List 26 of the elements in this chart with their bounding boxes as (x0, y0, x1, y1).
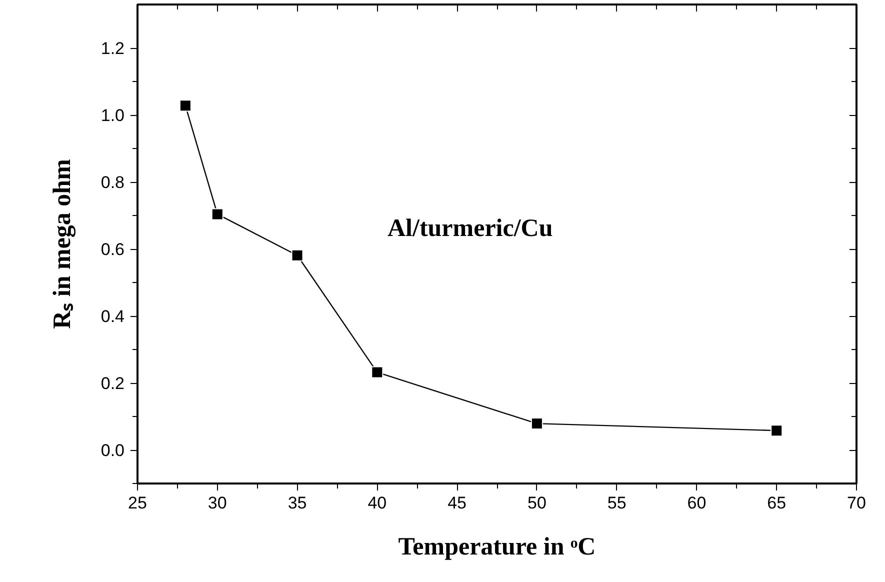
point (179, 100, 192, 112)
y-tick-label: 0.4 (100, 307, 125, 326)
y-tick-label: 0.0 (100, 441, 125, 460)
y-tick-label: 1.0 (100, 106, 125, 126)
x-tick-label: 50 (527, 494, 546, 512)
y-tick-label: 0.2 (100, 374, 125, 394)
point (211, 208, 224, 220)
x-tick-label: 45 (448, 494, 467, 512)
point (530, 418, 543, 430)
x-tick-label: 65 (767, 494, 786, 512)
annotation: Al/turmeric/Cu (388, 215, 553, 242)
y-tick-label: 0.6 (100, 240, 125, 260)
point (371, 366, 384, 378)
x-tick-label: 35 (288, 494, 307, 512)
x-tick-label: 55 (607, 494, 626, 512)
y-axis-title: Rₛ in mega ohm (48, 158, 76, 329)
x-axis-title: Temperature in ᵒC (398, 534, 596, 560)
x-tick-label: 30 (208, 494, 227, 512)
point (770, 424, 783, 437)
x-tick-label: 25 (128, 494, 147, 512)
y-tick-label: 0.8 (100, 173, 125, 192)
x-tick-label: 60 (687, 494, 706, 512)
point (291, 249, 304, 262)
x-tick-label: 70 (847, 494, 866, 512)
y-tick-label: 1.2 (100, 39, 125, 58)
x-tick-label: 40 (368, 494, 387, 512)
